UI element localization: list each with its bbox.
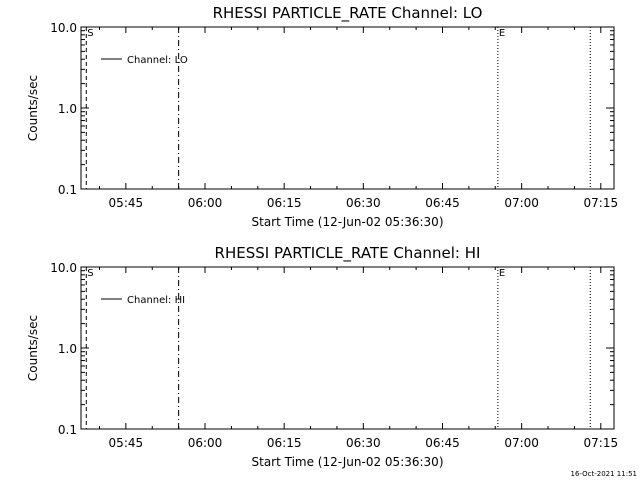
x-tick-label: 06:30 (346, 436, 381, 450)
event-marker-label: S (87, 28, 93, 39)
y-axis-label: Counts/sec (26, 75, 40, 141)
plot-frame (80, 26, 615, 190)
panel-lo: RHESSI PARTICLE_RATE Channel: LO Start T… (26, 4, 618, 229)
y-tick-label: 10.0 (50, 21, 77, 35)
event-marker-label: E (499, 268, 505, 279)
x-tick-label: 06:00 (188, 196, 223, 210)
x-tick-label: 06:00 (188, 436, 223, 450)
x-tick-label: 06:45 (425, 196, 460, 210)
y-tick-label: 1.0 (58, 102, 77, 116)
chart-title: RHESSI PARTICLE_RATE Channel: HI (215, 244, 481, 263)
x-tick-label: 06:15 (267, 436, 302, 450)
y-tick-label: 10.0 (50, 261, 77, 275)
y-axis-label: Counts/sec (26, 315, 40, 381)
x-tick-label: 07:00 (504, 196, 539, 210)
x-tick-label: 06:15 (267, 196, 302, 210)
x-tick-label: 06:30 (346, 196, 381, 210)
x-tick-label: 05:45 (109, 436, 144, 450)
footer-timestamp: 16-Oct-2021 11:51 (571, 470, 637, 478)
x-tick-label: 07:15 (584, 436, 619, 450)
panel-hi: RHESSI PARTICLE_RATE Channel: HI Start T… (26, 244, 618, 469)
legend-entry: Channel: LO (127, 55, 188, 66)
y-tick-label: 0.1 (58, 423, 77, 437)
y-tick-label: 0.1 (58, 183, 77, 197)
x-tick-label: 07:15 (584, 196, 619, 210)
x-tick-label: 05:45 (109, 196, 144, 210)
event-marker-label: S (87, 268, 93, 279)
x-tick-label: 07:00 (504, 436, 539, 450)
event-marker-label: E (499, 28, 505, 39)
legend-entry: Channel: HI (127, 295, 185, 306)
plot-frame (80, 266, 615, 430)
x-axis-label: Start Time (12-Jun-02 05:36:30) (252, 215, 444, 229)
x-tick-label: 06:45 (425, 436, 460, 450)
x-axis-label: Start Time (12-Jun-02 05:36:30) (252, 455, 444, 469)
y-tick-label: 1.0 (58, 342, 77, 356)
chart-title: RHESSI PARTICLE_RATE Channel: LO (213, 4, 483, 23)
